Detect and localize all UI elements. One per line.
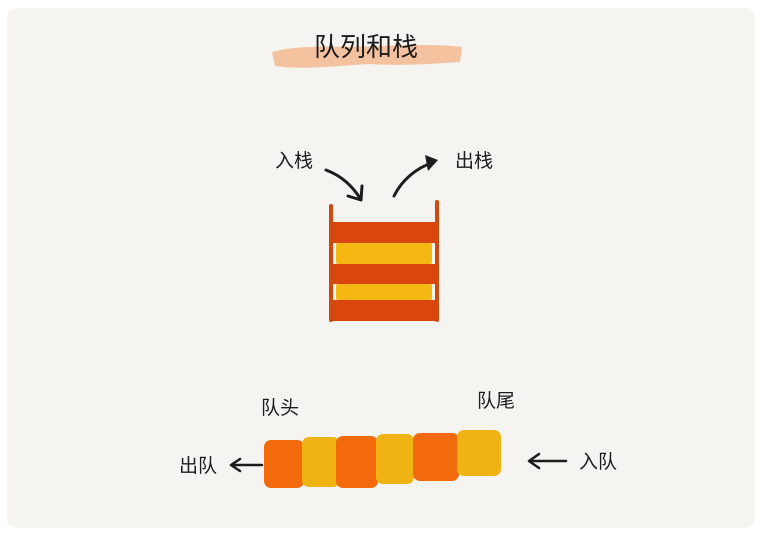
queue-block-5 (413, 433, 459, 481)
queue-block-1 (264, 440, 304, 488)
stack-layer-3 (332, 264, 436, 284)
queue-head-label: 队头 (261, 397, 299, 419)
enqueue-label: 入队 (579, 451, 617, 473)
stack (329, 200, 439, 322)
dequeue-label: 出队 (179, 455, 217, 477)
stack-layer-4 (336, 284, 432, 300)
pop-arrowhead (425, 155, 438, 171)
queue-block-3 (336, 436, 378, 488)
queue (264, 430, 501, 488)
title-highlight (272, 45, 462, 68)
pop-label: 出栈 (455, 150, 493, 172)
queue-block-4 (376, 434, 414, 484)
dequeue-arrow (229, 457, 264, 473)
queue-tail-label: 队尾 (477, 390, 515, 412)
push-arrowhead (346, 184, 364, 202)
stack-layer-2 (336, 243, 432, 264)
push-label: 入栈 (275, 150, 313, 172)
title: 队列和栈 (314, 33, 418, 63)
enqueue-arrow (527, 452, 568, 470)
stack-layer-1 (332, 222, 436, 243)
push-arrow (324, 168, 362, 200)
stack-layer-5 (332, 300, 436, 321)
queue-block-6 (457, 430, 501, 476)
queue-block-2 (302, 437, 340, 487)
